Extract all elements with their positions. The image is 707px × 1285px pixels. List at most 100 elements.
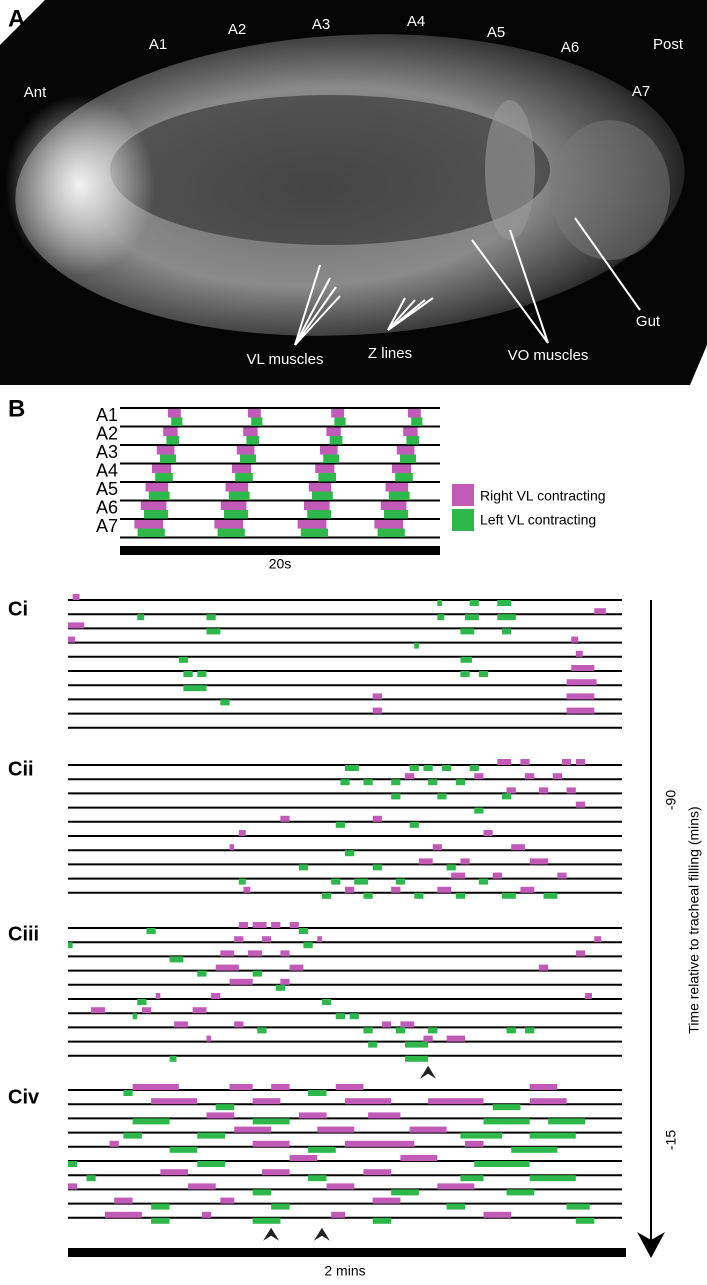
- left-contraction: [405, 1041, 429, 1048]
- right-contraction: [372, 707, 382, 714]
- right-contraction: [423, 1035, 433, 1042]
- left-contraction: [423, 765, 433, 771]
- annotation: A1: [149, 36, 167, 53]
- left-contraction: [166, 436, 180, 445]
- left-contraction: [308, 1090, 327, 1096]
- right-contraction: [405, 773, 415, 780]
- right-contraction: [575, 801, 586, 808]
- left-contraction: [271, 1203, 290, 1210]
- left-contraction: [395, 473, 413, 482]
- right-contraction: [308, 483, 332, 492]
- left-contraction: [446, 864, 456, 871]
- right-contraction: [483, 1211, 512, 1218]
- left-contraction: [414, 642, 419, 649]
- left-contraction: [428, 1027, 438, 1034]
- right-contraction: [372, 1197, 401, 1204]
- left-contraction: [501, 892, 516, 899]
- annotation: A2: [228, 21, 246, 38]
- left-contraction: [151, 1217, 170, 1224]
- left-contraction: [400, 454, 416, 463]
- left-contraction: [68, 1161, 78, 1167]
- right-contraction: [400, 1021, 415, 1028]
- left-contraction: [543, 892, 558, 899]
- left-contraction: [220, 699, 230, 706]
- right-contraction: [483, 830, 493, 836]
- left-contraction: [321, 892, 332, 899]
- left-contraction: [446, 1203, 466, 1210]
- right-contraction: [229, 978, 253, 985]
- left-contraction: [215, 1104, 235, 1111]
- right-contraction: [400, 1155, 438, 1161]
- panel-label: A: [8, 5, 25, 32]
- left-contraction: [388, 491, 410, 500]
- left-contraction: [478, 878, 489, 885]
- left-contraction: [483, 1118, 530, 1125]
- right-contraction: [68, 622, 85, 629]
- right-contraction: [571, 636, 579, 643]
- left-contraction: [437, 793, 447, 800]
- left-contraction: [492, 1104, 521, 1111]
- right-contraction: [134, 520, 164, 529]
- right-contraction: [132, 1084, 179, 1090]
- left-contraction: [257, 1027, 267, 1034]
- left-contraction: [228, 491, 250, 500]
- right-contraction: [243, 886, 251, 893]
- left-contraction: [246, 436, 260, 445]
- right-contraction: [492, 872, 502, 879]
- left-contraction: [506, 1027, 516, 1034]
- right-contraction: [428, 1098, 484, 1105]
- right-contraction: [145, 483, 168, 492]
- left-contraction: [252, 970, 262, 977]
- left-contraction: [307, 510, 332, 519]
- right-contraction: [174, 1021, 189, 1028]
- right-contraction: [304, 501, 330, 510]
- left-contraction: [303, 942, 313, 949]
- left-contraction: [183, 671, 193, 677]
- left-contraction: [414, 892, 424, 899]
- left-contraction: [511, 1146, 558, 1153]
- right-contraction: [391, 886, 401, 893]
- left-contraction: [363, 892, 373, 899]
- right-contraction: [326, 1183, 355, 1190]
- panel-label: Ciii: [8, 923, 39, 945]
- right-contraction: [215, 964, 239, 971]
- annotation: A7: [632, 83, 650, 100]
- left-contraction: [395, 878, 406, 885]
- right-contraction: [68, 1183, 78, 1190]
- right-contraction: [381, 1021, 392, 1028]
- left-contraction: [169, 1146, 198, 1153]
- left-contraction: [354, 878, 369, 885]
- row-label: A7: [96, 516, 118, 536]
- left-contraction: [501, 793, 512, 800]
- right-contraction: [243, 427, 258, 436]
- left-contraction: [501, 628, 512, 635]
- left-contraction: [298, 928, 309, 934]
- row-label: A1: [96, 405, 118, 425]
- left-contraction: [548, 1118, 586, 1125]
- left-contraction: [460, 628, 475, 635]
- left-contraction: [144, 510, 168, 519]
- left-contraction: [217, 528, 245, 537]
- left-contraction: [323, 454, 340, 463]
- right-contraction: [234, 936, 244, 943]
- row-label: A5: [96, 479, 118, 499]
- right-contraction: [529, 1098, 567, 1105]
- left-contraction: [206, 628, 221, 635]
- annotation: A4: [407, 13, 425, 30]
- right-contraction: [229, 1084, 253, 1090]
- right-contraction: [261, 936, 272, 943]
- right-contraction: [317, 936, 322, 943]
- right-contraction: [104, 1211, 142, 1218]
- left-contraction: [300, 528, 328, 537]
- right-contraction: [520, 886, 535, 893]
- left-contraction: [368, 1041, 378, 1048]
- right-contraction: [271, 1084, 290, 1090]
- panel-label: Ci: [8, 598, 28, 620]
- right-contraction: [465, 1140, 484, 1147]
- right-contraction: [72, 594, 80, 600]
- left-contraction: [183, 685, 207, 692]
- right-contraction: [418, 858, 433, 865]
- left-contraction: [529, 1175, 576, 1182]
- left-contraction: [321, 999, 332, 1005]
- right-contraction: [594, 936, 602, 943]
